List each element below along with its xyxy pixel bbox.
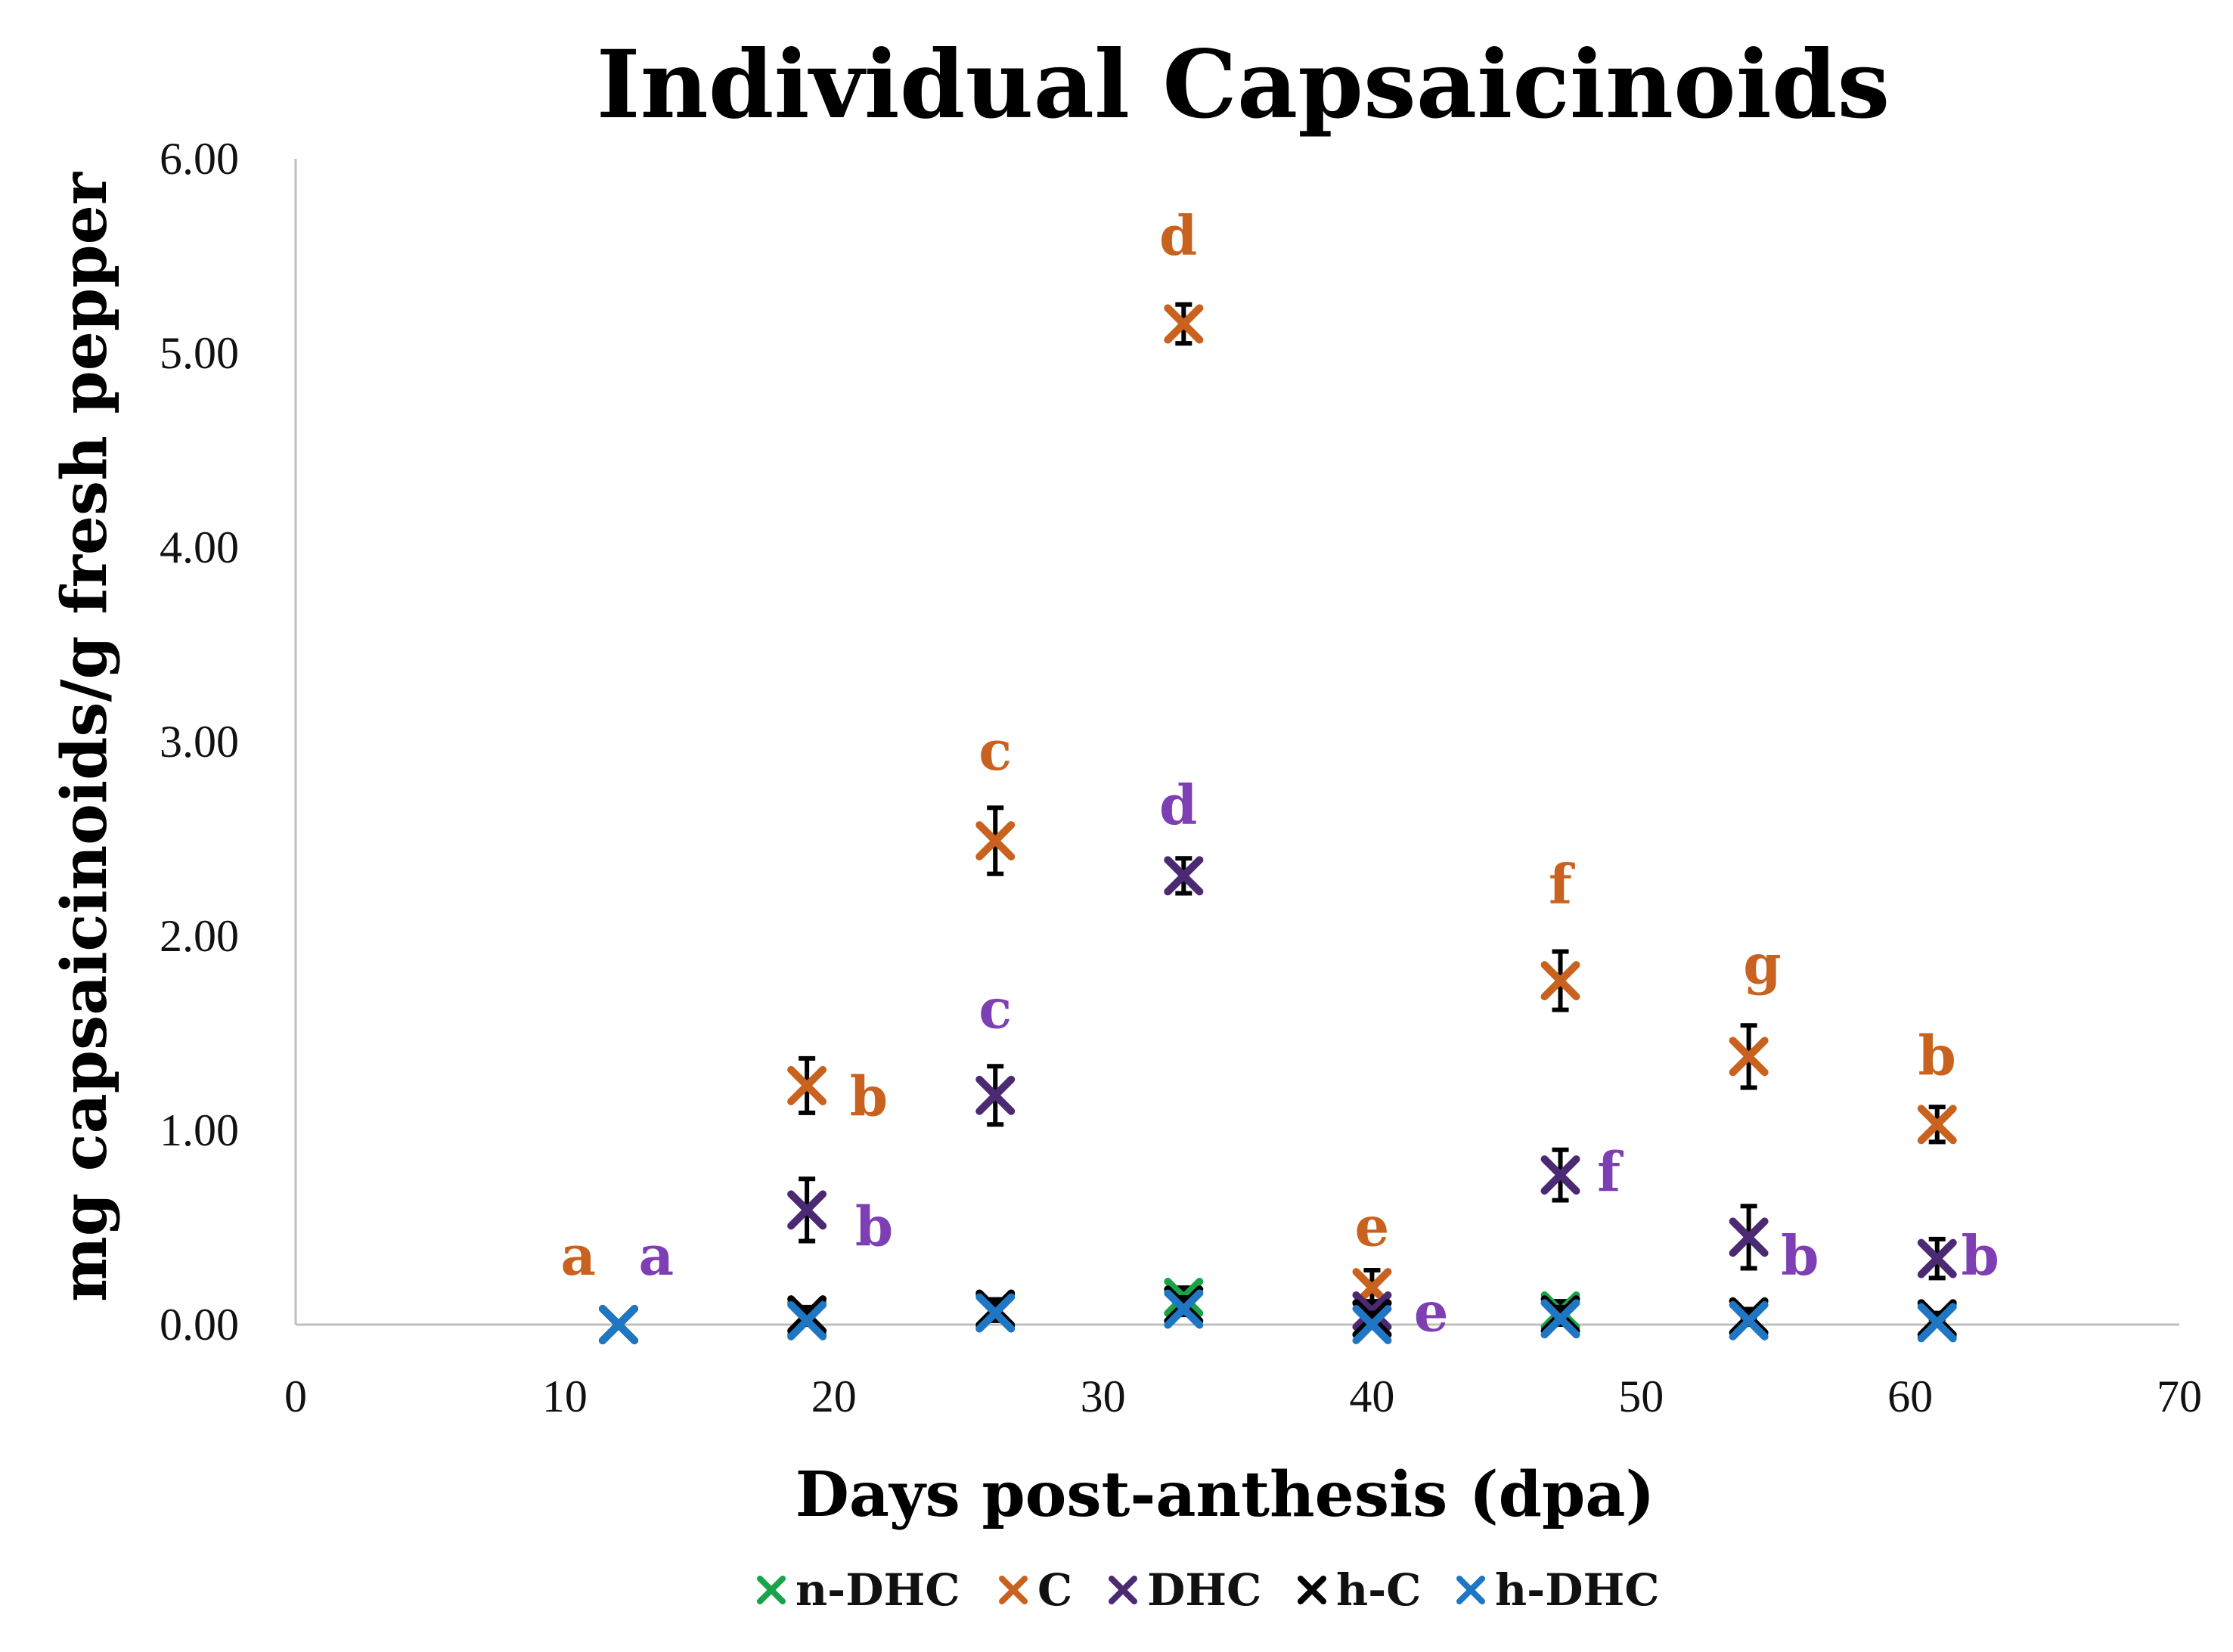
marker-stroke: [975, 1075, 1016, 1115]
significance-letter: f: [1597, 1140, 1624, 1204]
x-tick-label: 60: [1887, 1372, 1933, 1421]
legend-label: h-DHC: [1495, 1564, 1660, 1616]
marker-stroke: [1540, 1155, 1580, 1195]
marker-stroke: [1164, 304, 1204, 344]
marker-stroke: [599, 1305, 639, 1344]
series-h-dhc: [599, 1289, 1957, 1344]
marker-stroke: [1917, 1238, 1957, 1279]
marker-stroke: [1729, 1037, 1769, 1077]
marker-stroke: [1729, 1217, 1769, 1257]
significance-letter: b: [855, 1195, 893, 1259]
series-dhc: [599, 856, 1957, 1344]
data-point-marker: [1729, 1037, 1769, 1077]
data-point-marker: [1540, 1155, 1580, 1195]
marker-stroke: [975, 821, 1016, 861]
x-tick-label: 20: [811, 1372, 857, 1421]
significance-letter: b: [1918, 1023, 1956, 1087]
data-point-marker: [975, 821, 1016, 861]
data-point-marker: [975, 1075, 1016, 1115]
y-tick-label: 5.00: [160, 328, 239, 378]
legend-item: h-C: [1298, 1564, 1421, 1616]
legend-label: DHC: [1147, 1564, 1261, 1616]
legend-marker: [1298, 1576, 1326, 1604]
data-point-marker: [599, 1305, 639, 1344]
data-point-marker: [1729, 1300, 1769, 1341]
data-point-marker: [787, 1190, 827, 1230]
x-axis-title: Days post-anthesis (dpa): [796, 1458, 1655, 1531]
data-point-marker: [1352, 1305, 1392, 1344]
significance-letter: b: [850, 1064, 888, 1128]
legend-item: h-DHC: [1456, 1564, 1660, 1616]
significance-letter: e: [1414, 1280, 1449, 1344]
significance-letter: a: [560, 1223, 596, 1288]
legend: n-DHC C DHC h-C h-DHC: [757, 1564, 1660, 1616]
data-point-marker: [1917, 1105, 1957, 1145]
y-tick-label: 0.00: [160, 1300, 239, 1350]
legend-item: n-DHC: [757, 1564, 960, 1616]
y-tick-label: 4.00: [160, 522, 239, 572]
data-marks: [599, 302, 1957, 1344]
x-tick-label: 50: [1618, 1372, 1664, 1421]
x-tick-label: 0: [284, 1372, 307, 1421]
significance-letter: b: [1781, 1223, 1819, 1288]
data-point-marker: [975, 1293, 1016, 1333]
y-axis-title: mg capsaicinoids/g fresh pepper: [48, 171, 121, 1302]
data-point-marker: [1917, 1303, 1957, 1343]
marker-stroke: [1164, 856, 1204, 896]
legend-item: DHC: [1109, 1564, 1261, 1616]
legend-marker: [1109, 1576, 1137, 1604]
data-point-marker: [787, 1300, 827, 1341]
significance-letter: d: [1159, 773, 1197, 837]
significance-letter: f: [1549, 852, 1575, 916]
legend-marker: [757, 1576, 786, 1604]
legend-item: C: [999, 1564, 1072, 1616]
significance-letter: a: [639, 1223, 675, 1288]
data-point-marker: [1540, 961, 1580, 1001]
marker-stroke: [975, 1293, 1016, 1333]
x-tick-label: 70: [2157, 1372, 2202, 1421]
significance-letter: d: [1159, 203, 1197, 268]
y-tick-label: 1.00: [160, 1105, 239, 1155]
chart-title: Individual Capsaicinoids: [597, 30, 1890, 140]
significance-letter: b: [1961, 1223, 1999, 1288]
legend-label: n-DHC: [796, 1564, 960, 1616]
marker-stroke: [1917, 1303, 1957, 1343]
marker-stroke: [1164, 1289, 1204, 1329]
data-point-marker: [1164, 304, 1204, 344]
x-tick-label: 30: [1081, 1372, 1126, 1421]
marker-stroke: [1540, 1299, 1580, 1339]
significance-letter: e: [1355, 1195, 1390, 1259]
y-tick-label: 6.00: [160, 134, 239, 184]
marker-stroke: [1352, 1305, 1392, 1344]
marker-stroke: [787, 1300, 827, 1341]
data-point-marker: [1164, 1289, 1204, 1329]
data-point-marker: [1917, 1238, 1957, 1279]
legend-marker: [999, 1576, 1028, 1604]
legend-label: C: [1037, 1564, 1072, 1616]
x-tick-label: 10: [542, 1372, 588, 1421]
data-point-marker: [787, 1065, 827, 1105]
marker-stroke: [1540, 961, 1580, 1001]
y-tick-label: 3.00: [160, 717, 239, 767]
axis-ticks: 0 10 20 30 40 50 60 70 0.00 1.00 2.00 3.00 4.00 5.00 6…: [160, 134, 2202, 1421]
marker-stroke: [787, 1065, 827, 1105]
data-point-marker: [1729, 1217, 1769, 1257]
significance-letter: c: [978, 977, 1012, 1041]
marker-stroke: [1729, 1300, 1769, 1341]
marker-stroke: [787, 1190, 827, 1230]
legend-marker: [1456, 1576, 1485, 1604]
significance-letters: a b c d e f g b a b c d e f b b: [560, 203, 1999, 1344]
x-tick-label: 40: [1349, 1372, 1394, 1421]
data-point-marker: [1540, 1299, 1580, 1339]
y-tick-label: 2.00: [160, 911, 239, 961]
significance-letter: c: [978, 718, 1012, 783]
legend-label: h-C: [1336, 1564, 1421, 1616]
data-point-marker: [1164, 856, 1204, 896]
marker-stroke: [1917, 1105, 1957, 1145]
significance-letter: g: [1743, 932, 1781, 996]
